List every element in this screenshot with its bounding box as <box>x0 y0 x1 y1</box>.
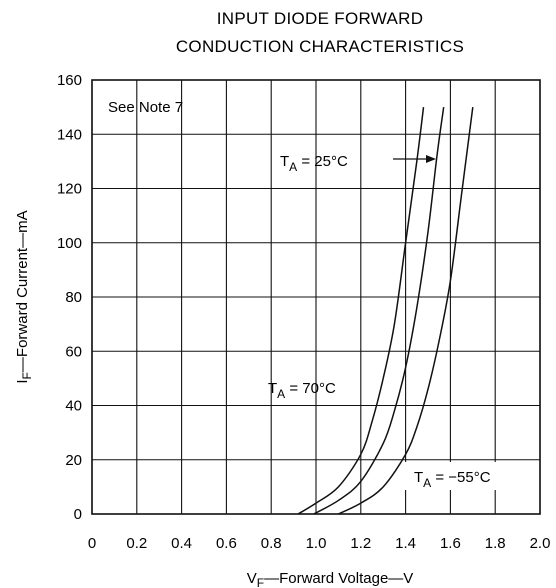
x-axis-label-sub: F <box>257 576 264 588</box>
y-tick-label: 140 <box>57 126 82 143</box>
y-tick-label: 100 <box>57 235 82 252</box>
label-25c-t: T <box>280 153 289 170</box>
y-tick-label: 160 <box>57 72 82 89</box>
chart-title-line-2: CONDUCTION CHARACTERISTICS <box>176 37 464 56</box>
curve-25c <box>313 107 445 515</box>
y-tick-label: 120 <box>57 181 82 198</box>
x-tick-label: 1.2 <box>350 535 371 552</box>
chart-title-line-1: INPUT DIODE FORWARD <box>217 9 424 28</box>
x-tick-label: 1.8 <box>485 535 506 552</box>
x-axis-label-rest: —Forward Voltage—V <box>264 570 413 587</box>
curves <box>297 107 474 515</box>
curve-minus55c <box>338 107 474 515</box>
label-25c-arrowhead <box>426 155 436 163</box>
y-tick-label: 80 <box>65 289 82 306</box>
x-tick-label: 0.8 <box>261 535 282 552</box>
x-tick-label: 1.6 <box>440 535 461 552</box>
label-70c-t: T <box>268 380 277 397</box>
y-axis-label-rest: —Forward Current—mA <box>14 210 31 372</box>
plot-frame <box>91 79 541 515</box>
label-70c: TA = 70°C <box>268 380 336 401</box>
label-70c-sub: A <box>277 387 285 401</box>
x-tick-label: 0.4 <box>171 535 192 552</box>
y-axis-label: IF—Forward Current—mA <box>14 210 34 383</box>
y-tick-label: 60 <box>65 343 82 360</box>
x-tick-label: 1.4 <box>395 535 416 552</box>
curve-70c <box>297 107 425 515</box>
note-label: See Note 7 <box>108 99 183 116</box>
x-tick-label: 0.6 <box>216 535 237 552</box>
label-m55c-rest: = −55°C <box>431 469 491 486</box>
x-axis-label-main: V <box>247 570 257 587</box>
x-tick-label: 0.2 <box>126 535 147 552</box>
label-25c-rest: = 25°C <box>297 153 348 170</box>
label-70c-rest: = 70°C <box>285 380 336 397</box>
y-tick-label: 40 <box>65 398 82 415</box>
x-tick-labels: 0 0.2 0.4 0.6 0.8 1.0 1.2 1.4 1.6 1.8 2.0 <box>88 535 551 552</box>
x-tick-label: 1.0 <box>306 535 327 552</box>
label-m55c-t: T <box>414 469 423 486</box>
y-tick-label: 20 <box>65 452 82 469</box>
x-tick-label: 0 <box>88 535 96 552</box>
label-m55c-sub: A <box>423 476 431 490</box>
y-tick-label: 0 <box>74 506 82 523</box>
label-25c: TA = 25°C <box>280 153 348 174</box>
x-tick-label: 2.0 <box>530 535 551 552</box>
y-axis-label-sub: F <box>20 372 34 379</box>
y-tick-labels: 0 20 40 60 80 100 120 140 160 <box>57 72 82 523</box>
y-axis-label-main: I <box>14 379 31 383</box>
label-m55c: TA = −55°C <box>414 469 491 490</box>
label-m55c-background <box>404 462 536 490</box>
grid <box>91 79 541 515</box>
label-25c-sub: A <box>289 160 297 174</box>
x-axis-label: VF—Forward Voltage—V <box>247 570 414 588</box>
